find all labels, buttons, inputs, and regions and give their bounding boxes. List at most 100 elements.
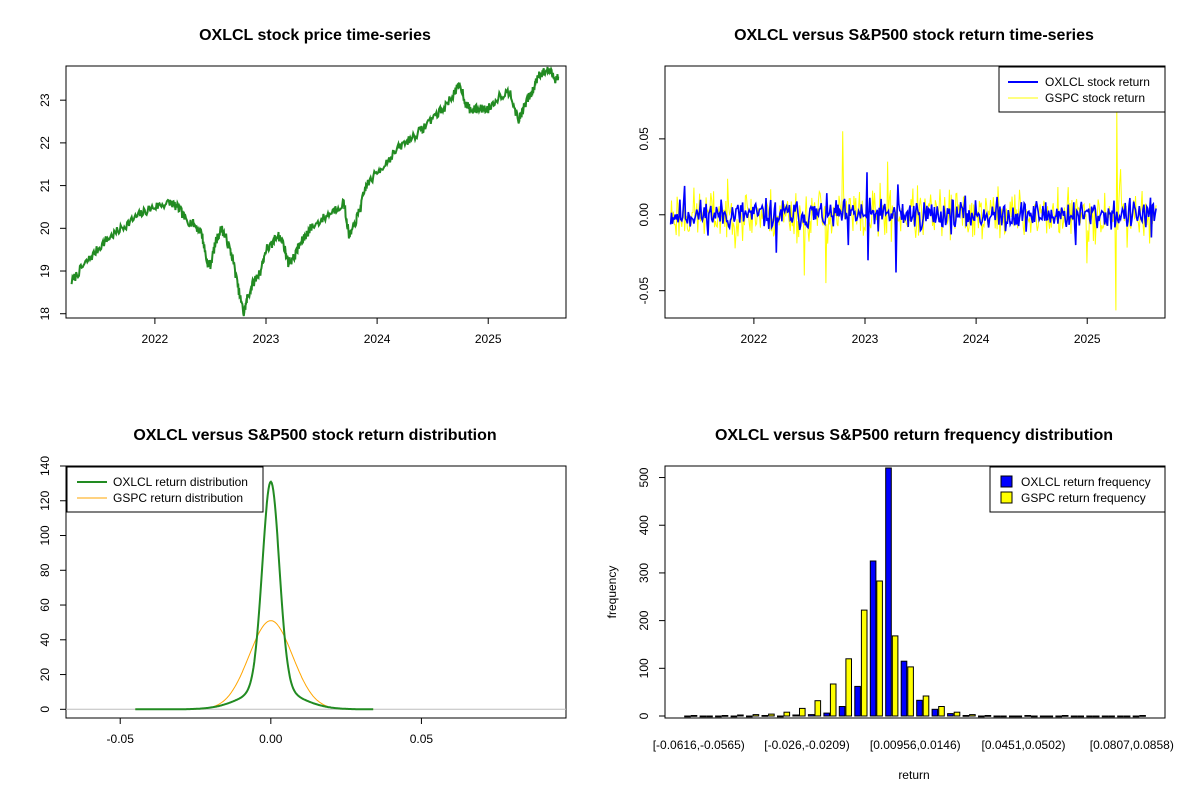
hist-bar-gspc — [706, 715, 713, 718]
histogram-legend-box — [989, 466, 1166, 513]
hist-bar-oxlcl — [1009, 715, 1016, 718]
hist-bar-oxlcl — [1132, 715, 1140, 718]
hist-bar-gspc — [1000, 715, 1007, 718]
hist-y-tick-label: 0 — [637, 712, 651, 719]
hist-bar-oxlcl — [699, 715, 707, 718]
price-x-tick-label: 2025 — [475, 332, 502, 346]
hist-bar-gspc — [829, 683, 837, 717]
density-legend-label-oxlcl: OXLCL return distribution — [113, 475, 248, 489]
hist-bar-oxlcl — [1101, 715, 1109, 718]
hist-bar-gspc — [1123, 715, 1131, 718]
hist-bar-oxlcl — [1086, 715, 1093, 718]
returns-chart: OXLCL versus S&P500 stock return time-se… — [637, 27, 1166, 346]
hist-bar-gspc — [737, 714, 744, 717]
histogram-chart: OXLCL versus S&P500 return frequency dis… — [605, 427, 1174, 782]
hist-bar-oxlcl — [684, 715, 691, 718]
histogram-x-axis-label: return — [898, 768, 929, 782]
hist-bar-gspc — [1077, 715, 1085, 718]
hist-bar-gspc — [768, 713, 775, 717]
density-y-tick-label: 140 — [38, 456, 52, 476]
price-y-tick-label: 22 — [38, 136, 52, 150]
hist-bar-gspc — [876, 580, 883, 717]
hist-x-tick-label: [0.00956,0.0146) — [870, 738, 961, 752]
hist-bar-gspc — [752, 714, 760, 717]
hist-bar-oxlcl — [1055, 715, 1063, 718]
hist-bar-gspc — [1031, 715, 1038, 718]
hist-bar-gspc — [1092, 715, 1100, 718]
hist-bar-gspc — [1046, 715, 1054, 718]
price-y-tick-label: 23 — [38, 93, 52, 107]
hist-y-tick-label: 100 — [637, 658, 651, 678]
returns-legend-label-gspc: GSPC stock return — [1045, 91, 1145, 105]
price-y-tick-label: 21 — [38, 179, 52, 193]
histogram-legend-label-gspc: GSPC return frequency — [1021, 491, 1146, 505]
returns-y-tick-label: -0.05 — [637, 277, 651, 305]
hist-bar-oxlcl — [869, 560, 877, 717]
density-chart-title: OXLCL versus S&P500 stock return distrib… — [133, 427, 496, 444]
hist-bar-oxlcl — [978, 715, 985, 718]
hist-x-tick-label: [0.0451,0.0502) — [981, 738, 1065, 752]
hist-bar-gspc — [891, 635, 899, 717]
returns-x-tick-label: 2023 — [852, 332, 879, 346]
hist-bar-gspc — [1015, 715, 1023, 718]
hist-bar-oxlcl — [1117, 715, 1124, 718]
histogram-legend-swatch-gspc — [1000, 491, 1013, 504]
hist-bar-oxlcl — [746, 715, 753, 718]
density-legend-label-gspc: GSPC return distribution — [113, 491, 243, 505]
density-legend: OXLCL return distribution GSPC return di… — [66, 466, 264, 513]
density-x-tick-label: 0.05 — [410, 732, 434, 746]
hist-bar-oxlcl — [900, 660, 908, 717]
hist-bar-gspc — [814, 700, 822, 717]
hist-bar-oxlcl — [1070, 715, 1078, 718]
hist-bar-oxlcl — [761, 715, 769, 717]
density-x-tick-label: 0.00 — [259, 732, 283, 746]
hist-bar-gspc — [969, 714, 976, 717]
hist-x-tick-label: [-0.026,-0.0209) — [764, 738, 849, 752]
density-y-tick-label: 80 — [38, 563, 52, 577]
density-y-tick-label: 60 — [38, 598, 52, 612]
density-x-tick-label: -0.05 — [107, 732, 135, 746]
price-x-tick-label: 2024 — [364, 332, 391, 346]
density-y-tick-label: 20 — [38, 668, 52, 682]
price-x-tick-label: 2023 — [253, 332, 280, 346]
price-plot-frame — [65, 65, 567, 319]
hist-bar-gspc — [984, 715, 992, 717]
hist-bar-oxlcl — [993, 715, 1001, 718]
hist-x-tick-label: [-0.0616,-0.0565) — [653, 738, 745, 752]
price-series-line — [70, 65, 560, 317]
density-plot-frame — [65, 465, 567, 719]
density-y-tick-label: 0 — [38, 706, 52, 713]
hist-bar-gspc — [845, 658, 853, 717]
hist-bar-gspc — [690, 715, 698, 717]
price-y-tick-label: 20 — [38, 221, 52, 235]
hist-bar-oxlcl — [854, 685, 861, 717]
hist-bar-gspc — [1108, 715, 1115, 718]
returns-x-tick-label: 2025 — [1074, 332, 1101, 346]
price-x-tick-label: 2022 — [142, 332, 169, 346]
histogram-chart-title: OXLCL versus S&P500 return frequency dis… — [715, 427, 1113, 444]
hist-bar-oxlcl — [730, 715, 738, 718]
hist-y-tick-label: 300 — [637, 563, 651, 583]
hist-y-tick-label: 400 — [637, 515, 651, 535]
hist-bar-oxlcl — [777, 715, 784, 718]
histogram-legend: OXLCL return frequency GSPC return frequ… — [989, 466, 1166, 513]
hist-bar-oxlcl — [1039, 715, 1047, 718]
hist-bar-gspc — [721, 715, 729, 717]
hist-bar-gspc — [799, 707, 806, 717]
returns-chart-title: OXLCL versus S&P500 stock return time-se… — [734, 27, 1094, 44]
returns-legend-label-oxlcl: OXLCL stock return — [1045, 75, 1150, 89]
hist-bar-gspc — [1061, 715, 1069, 717]
returns-plot-frame — [664, 65, 1166, 319]
histogram-legend-label-oxlcl: OXLCL return frequency — [1021, 475, 1151, 489]
hist-bar-oxlcl — [715, 715, 722, 718]
returns-x-tick-label: 2022 — [741, 332, 768, 346]
density-curve-oxlcl — [135, 480, 374, 711]
price-chart: OXLCL stock price time-series 2022 2023 20… — [38, 27, 567, 346]
returns-legend: OXLCL stock return GSPC stock return — [998, 66, 1166, 113]
hist-bar-gspc — [953, 711, 961, 717]
hist-bar-oxlcl — [885, 467, 892, 717]
hist-bar-oxlcl — [838, 706, 846, 717]
density-y-tick-label: 100 — [38, 525, 52, 545]
hist-bar-oxlcl — [962, 715, 970, 717]
